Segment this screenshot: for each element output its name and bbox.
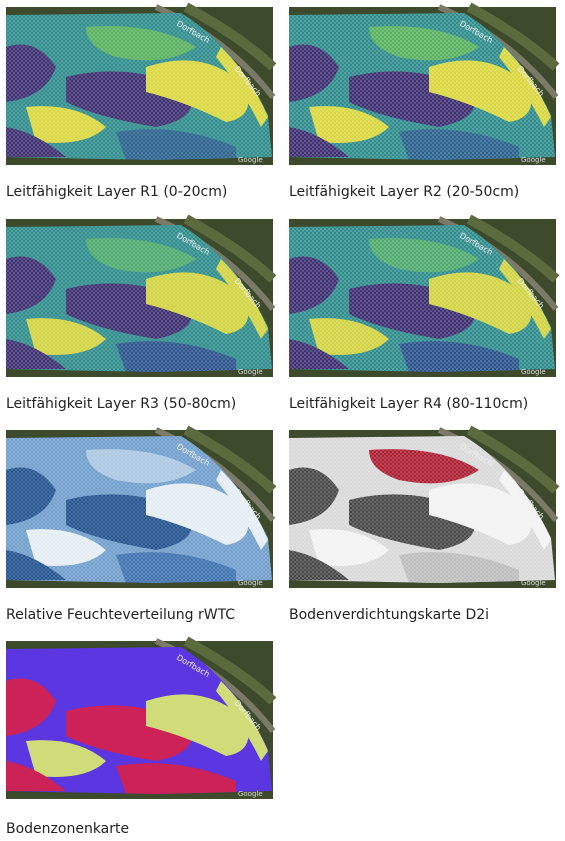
field bbox=[6, 436, 272, 583]
attribution: Google bbox=[238, 790, 263, 798]
attribution: Google bbox=[238, 579, 263, 587]
river bbox=[466, 214, 560, 283]
zone-blob bbox=[26, 740, 106, 777]
map-caption: Bodenzonenkarte bbox=[6, 821, 130, 837]
river bbox=[466, 425, 560, 494]
field bbox=[6, 647, 272, 794]
zone-blob bbox=[216, 681, 268, 761]
attribution: Google bbox=[238, 368, 263, 376]
map-caption: Relative Feuchteverteilung rWTC bbox=[6, 607, 236, 623]
river bbox=[183, 425, 277, 494]
attribution: Google bbox=[521, 368, 546, 376]
river bbox=[183, 214, 277, 283]
attribution: Google bbox=[238, 156, 263, 164]
map-caption: Leitfähigkeit Layer R1 (0-20cm) bbox=[6, 184, 228, 200]
zone-blob bbox=[6, 761, 66, 791]
zone-blob bbox=[146, 694, 249, 756]
map-caption: Leitfähigkeit Layer R4 (80-110cm) bbox=[289, 396, 529, 412]
map-caption: Leitfähigkeit Layer R2 (20-50cm) bbox=[289, 184, 520, 200]
map-caption: Leitfähigkeit Layer R3 (50-80cm) bbox=[6, 396, 237, 412]
attribution: Google bbox=[521, 579, 546, 587]
map-caption: Bodenverdichtungskarte D2i bbox=[289, 607, 490, 623]
zone-blob bbox=[86, 660, 196, 695]
river bbox=[183, 636, 277, 705]
river bbox=[466, 2, 560, 71]
river bbox=[183, 2, 277, 71]
field bbox=[289, 225, 555, 372]
attribution: Google bbox=[521, 156, 546, 164]
zone-blob bbox=[116, 763, 236, 794]
zone-blob bbox=[6, 678, 56, 736]
